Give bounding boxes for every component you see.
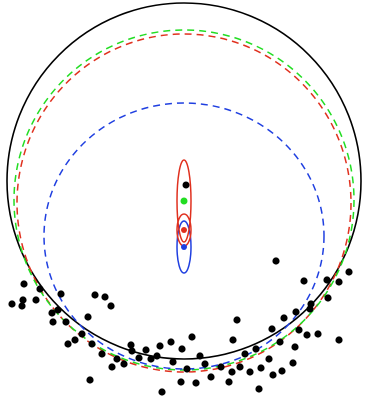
boundary-circle-1	[16, 33, 352, 373]
data-point-60	[324, 294, 332, 302]
data-point-17	[228, 368, 236, 376]
data-point-0	[158, 388, 166, 396]
data-point-1	[177, 378, 185, 386]
data-point-9	[135, 354, 143, 362]
data-point-58	[292, 308, 300, 316]
data-point-33	[167, 338, 175, 346]
data-point-30	[127, 341, 135, 349]
data-point-24	[64, 340, 72, 348]
centroid-ellipse-layer	[176, 159, 192, 274]
data-point-49	[48, 309, 56, 317]
data-point-62	[36, 285, 44, 293]
data-point-45	[335, 336, 343, 344]
data-point-21	[269, 371, 277, 379]
data-point-35	[188, 333, 196, 341]
data-point-26	[78, 330, 86, 338]
data-point-41	[291, 343, 299, 351]
data-point-22	[278, 367, 286, 375]
data-point-5	[255, 385, 263, 393]
centroid-marker-1	[181, 227, 187, 233]
data-point-44	[314, 330, 322, 338]
data-point-53	[101, 293, 109, 301]
data-point-40	[276, 338, 284, 346]
data-point-14	[196, 352, 204, 360]
data-point-36	[229, 336, 237, 344]
boundary-circle-0	[6, 2, 362, 360]
data-point-34	[178, 345, 186, 353]
data-point-18	[236, 363, 244, 371]
data-point-51	[62, 318, 70, 326]
data-point-15	[201, 360, 209, 368]
data-point-46	[8, 300, 16, 308]
data-point-71	[84, 313, 92, 321]
data-point-16	[217, 363, 225, 371]
data-point-64	[307, 300, 315, 308]
data-point-69	[19, 296, 27, 304]
data-point-32	[156, 342, 164, 350]
confidence-ellipse-0	[176, 220, 192, 274]
confidence-ellipse-2	[176, 159, 192, 243]
data-point-27	[88, 340, 96, 348]
data-point-66	[300, 277, 308, 285]
data-point-12	[169, 358, 177, 366]
data-point-20	[257, 364, 265, 372]
boundary-circle-3	[43, 102, 325, 370]
centroid-marker-layer	[180, 181, 190, 250]
centroid-marker-2	[180, 197, 188, 205]
data-point-63	[57, 290, 65, 298]
data-point-7	[108, 363, 116, 371]
data-point-29	[113, 355, 121, 363]
data-point-65	[323, 276, 331, 284]
data-point-25	[71, 336, 79, 344]
data-point-37	[241, 350, 249, 358]
data-point-67	[335, 278, 343, 286]
data-point-19	[246, 368, 254, 376]
data-point-72	[128, 347, 136, 355]
data-point-50	[54, 306, 62, 314]
data-point-23	[289, 359, 297, 367]
data-point-31	[142, 346, 150, 354]
data-point-11	[153, 352, 161, 360]
data-point-73	[49, 318, 57, 326]
data-point-47	[18, 302, 26, 310]
data-point-55	[233, 316, 241, 324]
data-point-70	[272, 257, 280, 265]
data-point-6	[86, 376, 94, 384]
centroid-marker-3	[182, 181, 190, 189]
data-point-48	[32, 296, 40, 304]
data-point-3	[207, 373, 215, 381]
data-point-8	[120, 360, 128, 368]
data-point-38	[252, 345, 260, 353]
data-point-57	[280, 314, 288, 322]
data-point-layer	[8, 257, 353, 396]
data-point-28	[98, 350, 106, 358]
data-point-42	[295, 326, 303, 334]
data-point-39	[265, 355, 273, 363]
data-point-13	[183, 365, 191, 373]
data-point-2	[192, 379, 200, 387]
data-point-43	[303, 331, 311, 339]
data-point-61	[20, 280, 28, 288]
data-point-56	[268, 325, 276, 333]
data-point-54	[107, 302, 115, 310]
data-point-10	[147, 355, 155, 363]
data-point-52	[91, 291, 99, 299]
centroid-marker-0	[181, 244, 187, 250]
data-point-4	[225, 378, 233, 386]
data-point-68	[345, 268, 353, 276]
